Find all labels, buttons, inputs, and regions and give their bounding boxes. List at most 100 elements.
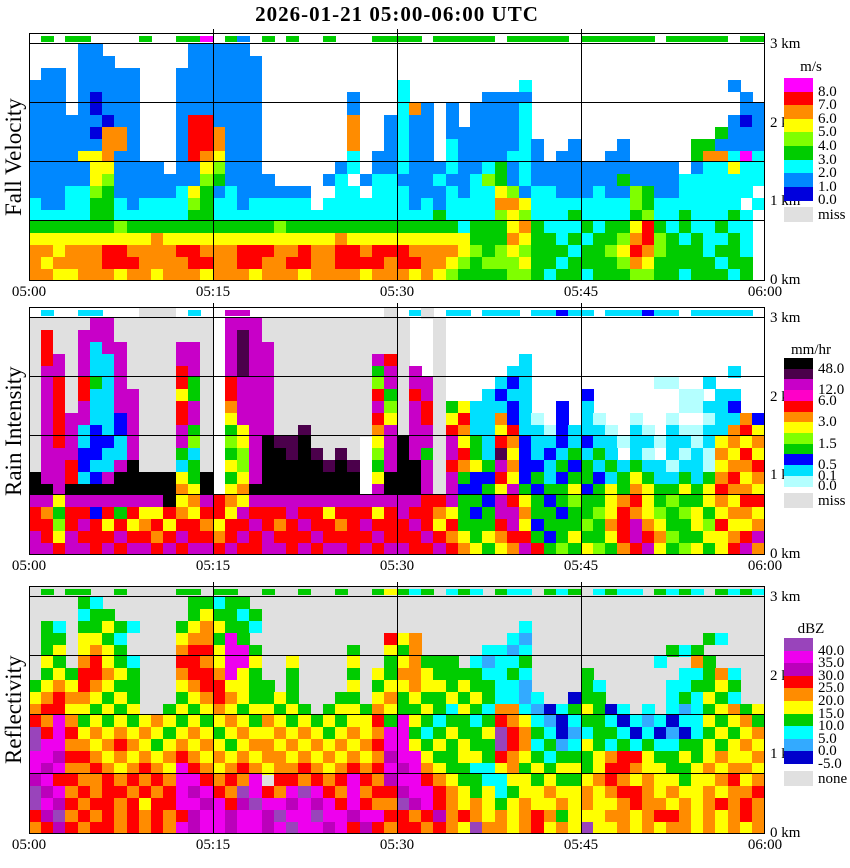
legend-tick-label: 20.0 [818,693,845,709]
legend-swatch [784,701,813,715]
legend-tick-label: 4.0 [818,138,837,154]
legend-swatch [784,379,813,391]
legend-tick-label: 7.0 [818,97,837,114]
legend-tick-label: 30.0 [818,667,845,684]
time-tick-label: 05:45 [563,284,599,300]
legend-swatch [784,751,813,765]
time-tick-label: 05:30 [379,837,415,853]
legend-tick-label: 0.0 [818,192,837,209]
time-tick-label: 05:00 [11,558,47,574]
legend-tick-label: 48.0 [818,360,845,377]
axis-tick [213,303,214,307]
ylabel-fall-velocity: Fall Velocity [1,98,26,216]
legend-tick-label: 0.5 [818,457,837,473]
legend-missing-label: miss [818,206,846,223]
legend-swatch [784,675,813,689]
axis-tick [397,29,398,33]
legend-tick-label: 3.0 [818,414,837,431]
legend-swatch [784,738,813,752]
axis-tick [581,303,582,307]
legend-swatch [784,91,813,106]
axis-tick [397,582,398,586]
legend-swatch [784,146,813,161]
axis-tick [581,29,582,33]
legend-swatch [784,650,813,664]
height-tick-label: 3 km [770,36,801,52]
legend-swatch [784,638,813,652]
legend-tick-label: 6.0 [818,110,837,127]
legend-swatch [784,411,813,423]
legend-tick-label: 3.0 [818,151,837,168]
legend-tick-label: 15.0 [818,705,845,722]
time-tick-label: 05:30 [379,284,415,300]
legend-swatch [784,118,813,133]
height-tick-label: 0 km [770,271,801,288]
heatmap-fall-velocity [29,33,765,281]
height-tick-label: 3 km [770,589,801,605]
height-tick-label: 3 km [770,310,801,326]
legend-tick-label: 12.0 [818,382,845,399]
time-tick-label: 05:00 [11,284,47,300]
chart-title: 2026-01-21 05:00-06:00 UTC [255,2,539,26]
legend-swatch [784,443,813,455]
legend-swatch [784,173,813,188]
ylabel-rain-intensity: Rain Intensity [1,366,26,496]
legend-swatch [784,432,813,445]
legend-tick-label: 5.0 [818,730,837,747]
time-tick-label: 05:15 [195,837,231,853]
legend-tick-label: 25.0 [818,680,845,697]
heatmap-rain-intensity [29,307,765,555]
time-tick-label: 05:45 [563,837,599,853]
legend-swatch [784,390,813,402]
legend-tick-label: 35.0 [818,655,845,672]
legend-tick-label: 0.0 [818,478,837,495]
legend-swatch [784,713,813,727]
axis-tick [213,29,214,33]
legend-tick-label: 5.0 [818,124,837,141]
legend-swatch [784,726,813,740]
legend-title-fall-velocity: m/s [800,59,822,75]
time-tick-label: 05:00 [11,837,47,853]
legend-swatch [784,368,813,380]
time-tick-label: 05:30 [379,558,415,574]
axis-tick [213,582,214,586]
legend-swatch [784,422,813,434]
axis-tick [581,582,582,586]
legend-missing-label: miss [818,492,846,509]
legend-tick-label: 40.0 [818,642,845,659]
legend-swatch [784,400,813,412]
legend-swatch [784,454,813,466]
time-tick-label: 05:45 [563,558,599,574]
legend-swatch [784,663,813,677]
height-tick-label: 0 km [770,824,801,841]
legend-tick-label: 0.0 [818,743,837,760]
time-tick-label: 06:00 [747,837,783,853]
legend-tick-label: 10.0 [818,718,845,735]
legend-swatch [784,465,813,477]
legend-missing-swatch [784,493,813,509]
legend-swatch [784,688,813,702]
time-tick-label: 06:00 [747,558,783,574]
legend-tick-label: 2.0 [818,165,837,182]
legend-swatch [784,159,813,174]
legend-missing-swatch [784,207,813,223]
time-tick-label: 05:15 [195,284,231,300]
legend-title-rain-intensity: mm/hr [791,342,831,358]
legend-swatch [784,475,813,487]
legend-tick-label: -5.0 [818,756,842,772]
legend-swatch [784,78,813,93]
ylabel-reflectivity: Reflectivity [1,655,26,765]
axis-tick [397,303,398,307]
legend-swatch [784,132,813,147]
legend-tick-label: 1.5 [818,435,837,452]
legend-tick-label: 6.0 [818,392,837,409]
legend-missing-label: none [818,770,848,787]
legend-tick-label: 8.0 [818,83,837,100]
heatmap-reflectivity [29,586,765,834]
time-tick-label: 05:15 [195,558,231,574]
legend-swatch [784,358,813,370]
legend-title-reflectivity: dBZ [797,621,825,637]
time-tick-label: 06:00 [747,284,783,300]
legend-swatch [784,105,813,120]
